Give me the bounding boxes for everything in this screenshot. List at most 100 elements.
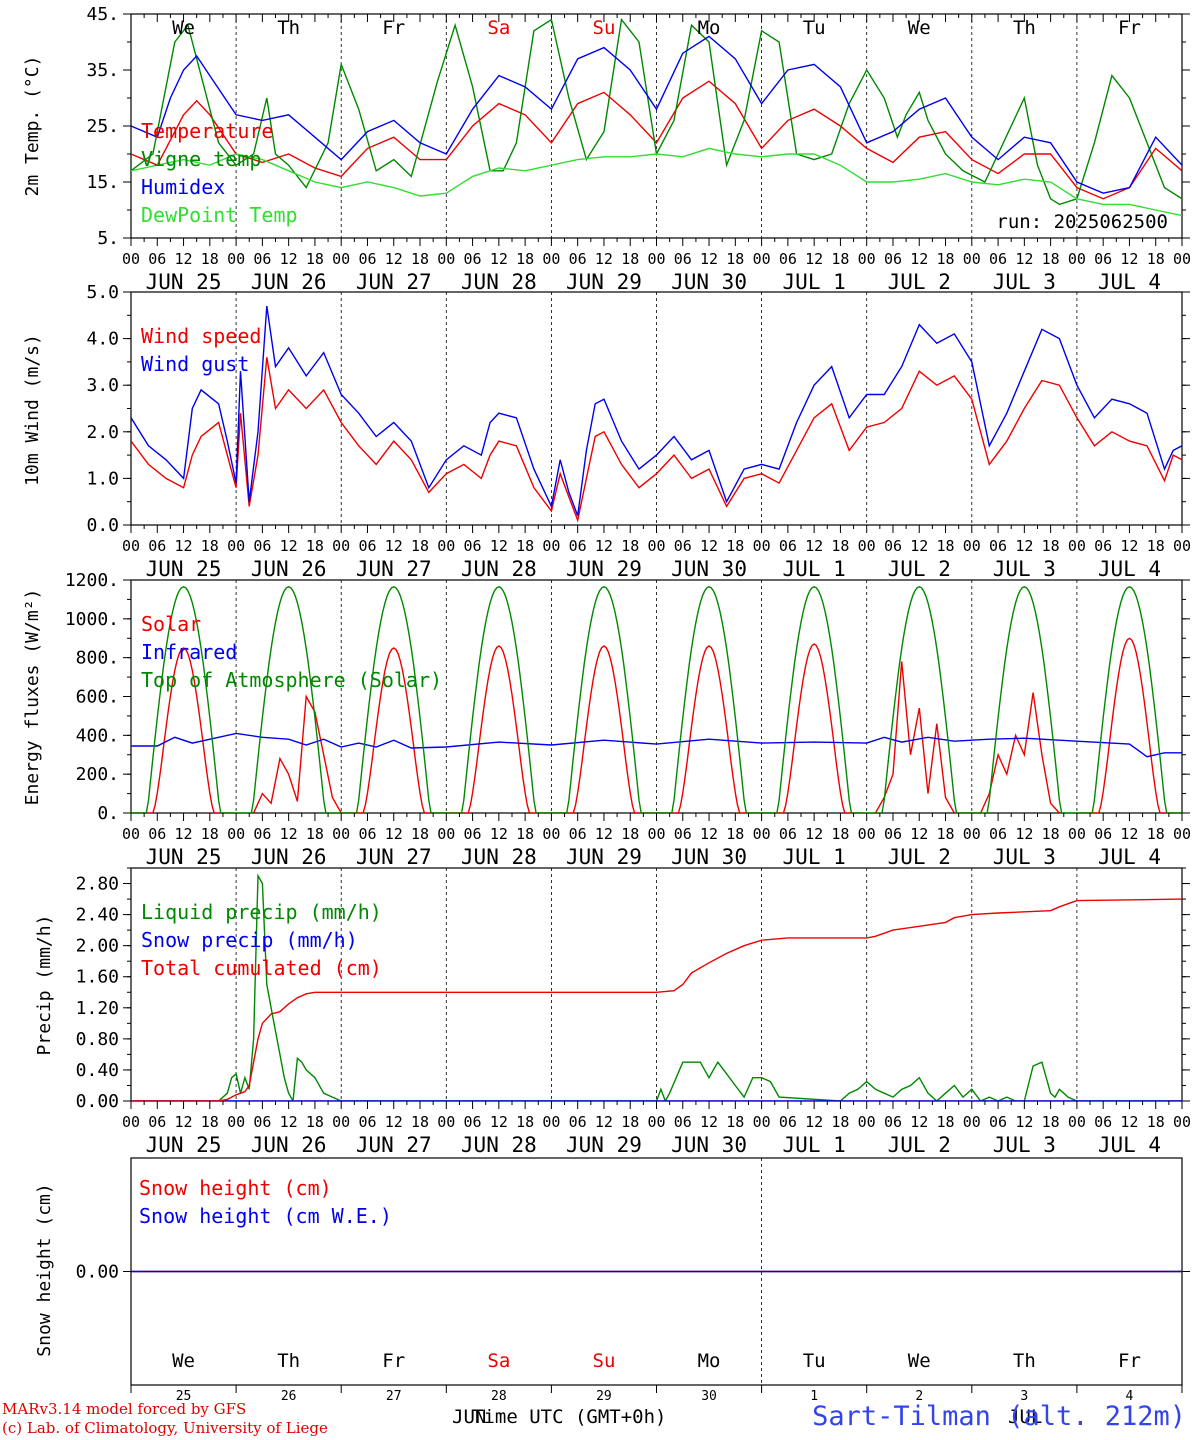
- x-hour-label: 06: [464, 1113, 482, 1131]
- x-hour-label: 12: [700, 825, 718, 843]
- series-top-of-atmosphere-solar: [131, 586, 1182, 813]
- x-hour-label: 18: [1147, 537, 1165, 555]
- x-hour-label: 06: [779, 825, 797, 843]
- y-tick-label: 5.: [97, 228, 119, 249]
- x-hour-label: 00: [122, 1113, 140, 1131]
- x-day-label: JUL 3: [993, 1133, 1056, 1157]
- x-hour-label: 06: [148, 537, 166, 555]
- x-hour-label: 18: [936, 250, 954, 268]
- x-hour-label: 00: [332, 825, 350, 843]
- x-hour-label: 12: [700, 1113, 718, 1131]
- x-hour-label: 12: [490, 250, 508, 268]
- x-axis-title: Time UTC (GMT+0h): [472, 1406, 667, 1428]
- x-hour-label: 12: [805, 1113, 823, 1131]
- day-number-label: 2: [915, 1389, 923, 1400]
- x-hour-label: 00: [1173, 825, 1191, 843]
- y-tick-label: 600.: [76, 687, 119, 708]
- series-humidex: [131, 35, 1182, 194]
- panel-2: [123, 291, 1190, 533]
- weekday-label: Tu: [803, 1350, 826, 1372]
- y-tick-label: 5.0: [86, 282, 119, 303]
- x-day-label: JUL 4: [1098, 557, 1161, 581]
- x-hour-label: 18: [411, 1113, 429, 1131]
- series-vigne-temp: [131, 17, 1182, 206]
- x-day-label: JUN 25: [146, 1133, 222, 1157]
- x-hour-label: 12: [910, 825, 928, 843]
- x-day-label: JUN 27: [356, 1133, 432, 1157]
- x-hour-label: 00: [542, 250, 560, 268]
- x-hour-label: 00: [122, 825, 140, 843]
- x-hour-label: 18: [936, 1113, 954, 1131]
- x-day-label: JUL 2: [888, 270, 951, 294]
- x-hour-label: 06: [464, 537, 482, 555]
- y-axis-label: Precip (mm/h): [34, 915, 55, 1056]
- y-tick-label: 45.: [86, 4, 119, 25]
- x-day-label: JUN 30: [671, 557, 747, 581]
- x-day-label: JUN 28: [461, 845, 537, 869]
- x-hour-label: 06: [779, 250, 797, 268]
- x-hour-label: 12: [595, 537, 613, 555]
- x-hour-label: 00: [1173, 537, 1191, 555]
- day-number-label: 29: [596, 1389, 612, 1400]
- x-day-label: JUN 30: [671, 1133, 747, 1157]
- x-hour-label: 06: [1094, 537, 1112, 555]
- x-hour-label: 06: [569, 1113, 587, 1131]
- y-tick-label: 2.40: [76, 905, 119, 926]
- series-wind-gust: [131, 305, 1182, 516]
- x-day-label: JUN 26: [251, 557, 327, 581]
- x-hour-label: 00: [963, 250, 981, 268]
- series-temperature: [131, 80, 1182, 200]
- x-hour-label: 18: [831, 1113, 849, 1131]
- x-hour-label: 06: [989, 250, 1007, 268]
- y-tick-label: 2.0: [86, 422, 119, 443]
- x-hour-label: 12: [175, 825, 193, 843]
- weekday-label: We: [908, 17, 931, 39]
- x-hour-label: 12: [595, 825, 613, 843]
- series-dewpoint-temp: [131, 147, 1182, 217]
- y-tick-label: 0.80: [76, 1029, 119, 1050]
- x-day-label: JUN 29: [566, 557, 642, 581]
- legend-temperature: Temperature: [141, 119, 273, 143]
- x-hour-label: 18: [201, 825, 219, 843]
- legend-dewpoint-temp: DewPoint Temp: [141, 203, 298, 227]
- x-hour-label: 00: [963, 825, 981, 843]
- weekday-label: Th: [1013, 17, 1036, 39]
- day-number-label: 4: [1126, 1389, 1134, 1400]
- x-hour-label: 18: [831, 825, 849, 843]
- x-hour-label: 18: [1042, 250, 1060, 268]
- x-hour-label: 12: [280, 1113, 298, 1131]
- weekday-label: Fr: [382, 17, 405, 39]
- weekday-label: Sa: [487, 17, 510, 39]
- x-hour-label: 18: [411, 250, 429, 268]
- x-hour-label: 06: [148, 1113, 166, 1131]
- x-hour-label: 18: [516, 537, 534, 555]
- x-day-label: JUN 30: [671, 845, 747, 869]
- x-hour-label: 18: [936, 537, 954, 555]
- x-hour-label: 00: [227, 1113, 245, 1131]
- weekday-label: Th: [277, 17, 300, 39]
- x-hour-label: 06: [779, 537, 797, 555]
- x-hour-label: 12: [595, 250, 613, 268]
- y-tick-label: 200.: [76, 764, 119, 785]
- x-hour-label: 00: [332, 537, 350, 555]
- legend-snow-precip-mm-h: Snow precip (mm/h): [141, 928, 358, 952]
- day-number-label: 3: [1020, 1389, 1028, 1400]
- series-solar: [341, 643, 865, 813]
- x-hour-label: 06: [148, 250, 166, 268]
- y-tick-label: 0.40: [76, 1060, 119, 1081]
- x-hour-label: 06: [674, 537, 692, 555]
- y-tick-label: 2.80: [76, 874, 119, 895]
- x-hour-label: 12: [700, 537, 718, 555]
- x-hour-label: 00: [647, 250, 665, 268]
- x-day-label: JUN 25: [146, 845, 222, 869]
- x-day-label: JUN 29: [566, 845, 642, 869]
- x-hour-label: 00: [122, 250, 140, 268]
- y-tick-label: 1.20: [76, 998, 119, 1019]
- weekday-label: Fr: [1118, 1350, 1141, 1372]
- weekday-label: Mo: [698, 1350, 721, 1372]
- x-hour-label: 00: [437, 250, 455, 268]
- x-hour-label: 06: [989, 537, 1007, 555]
- x-day-label: JUL 1: [783, 1133, 846, 1157]
- x-hour-label: 00: [753, 1113, 771, 1131]
- panel-1: [123, 13, 1190, 246]
